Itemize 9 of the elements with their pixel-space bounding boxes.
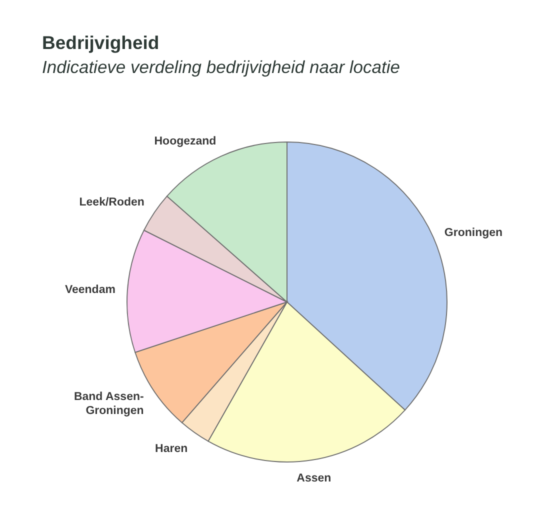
slice-label: Hoogezand xyxy=(154,136,216,148)
slice-label: Assen xyxy=(296,472,332,484)
chart-subtitle: Indicatieve verdeling bedrijvigheid naar locatie xyxy=(42,57,400,78)
slice-label: Band Assen-Groningen xyxy=(74,390,144,417)
slice-label: Haren xyxy=(155,442,188,455)
slice-label: Veendam xyxy=(64,284,116,296)
slice-label: Leek/Roden xyxy=(79,196,144,208)
slice-label: Groningen xyxy=(444,227,503,240)
chart-title: Bedrijvigheid xyxy=(42,32,160,54)
